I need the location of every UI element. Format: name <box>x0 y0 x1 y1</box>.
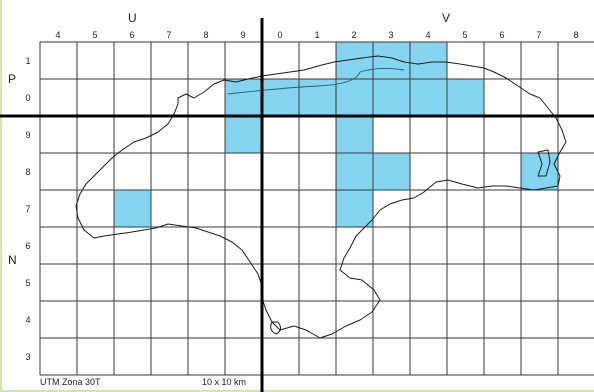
easting-label: 4 <box>425 30 430 40</box>
easting-label: 0 <box>277 30 282 40</box>
highlighted-cell-5-0 <box>447 79 484 116</box>
easting-label: 1 <box>314 30 319 40</box>
northing-label: 9 <box>25 130 30 140</box>
zone-label-east: V <box>442 11 450 25</box>
highlighted-cell-2-8 <box>336 153 373 190</box>
easting-label: 9 <box>240 30 245 40</box>
northing-label: 1 <box>25 56 30 66</box>
northing-label: 0 <box>25 93 30 103</box>
northing-label: 5 <box>25 278 30 288</box>
scale-caption: 10 x 10 km <box>202 377 246 387</box>
highlighted-cells-layer <box>114 42 558 227</box>
easting-label: 3 <box>388 30 393 40</box>
highlighted-cell-9-0 <box>225 79 262 116</box>
easting-label: 8 <box>203 30 208 40</box>
band-label-south: N <box>8 253 17 267</box>
highlighted-cell-3-1 <box>373 42 410 79</box>
zone-label-west: U <box>128 11 137 25</box>
highlighted-cell-0-0 <box>262 79 299 116</box>
highlighted-cell-9-9 <box>225 116 262 153</box>
easting-label: 6 <box>129 30 134 40</box>
region-outline <box>75 55 567 339</box>
northing-label: 8 <box>25 167 30 177</box>
easting-label: 7 <box>536 30 541 40</box>
highlighted-cell-6-7 <box>114 190 151 227</box>
easting-label: 8 <box>573 30 578 40</box>
easting-label: 5 <box>92 30 97 40</box>
highlighted-cell-3-8 <box>373 153 410 190</box>
northing-label: 4 <box>25 315 30 325</box>
band-label-north: P <box>8 72 16 86</box>
easting-label: 7 <box>166 30 171 40</box>
easting-label: 5 <box>462 30 467 40</box>
easting-label: 6 <box>499 30 504 40</box>
highlighted-cell-2-9 <box>336 116 373 153</box>
northing-label: 6 <box>25 241 30 251</box>
northing-label: 3 <box>25 352 30 362</box>
easting-label: 2 <box>351 30 356 40</box>
zone-caption: UTM Zona 30T <box>40 377 101 387</box>
easting-labels: 4 5 6 7 8 9 0 1 2 3 4 5 6 7 8 <box>55 30 578 40</box>
highlighted-cell-4-1 <box>410 42 447 79</box>
northing-label: 7 <box>25 204 30 214</box>
highlighted-cell-2-7 <box>336 190 373 227</box>
highlighted-cell-4-0 <box>410 79 447 116</box>
highlighted-cell-3-0 <box>373 79 410 116</box>
highlighted-cell-2-0 <box>336 79 373 116</box>
easting-label: 4 <box>55 30 60 40</box>
